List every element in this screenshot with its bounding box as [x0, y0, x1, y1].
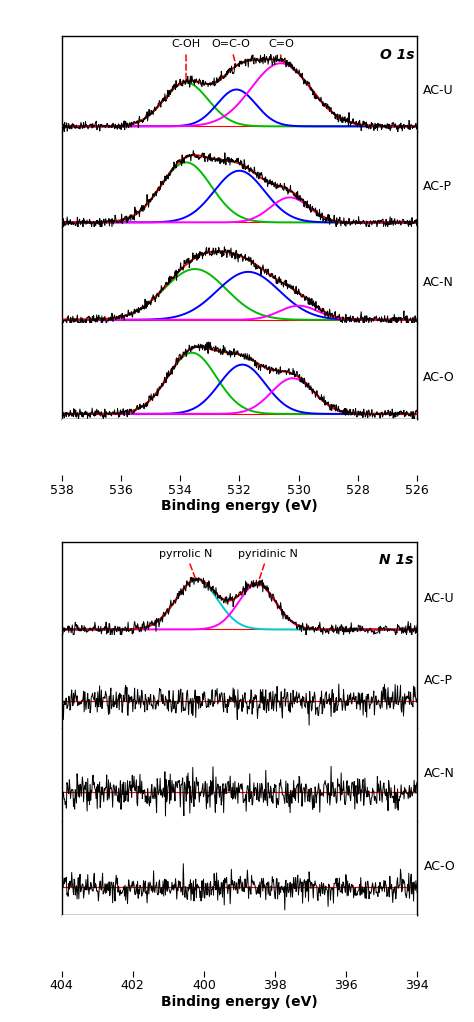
Text: AC-P: AC-P: [423, 180, 452, 192]
Text: C-OH: C-OH: [172, 40, 201, 79]
Text: pyridinic N: pyridinic N: [238, 549, 298, 583]
Text: pyrrolic N: pyrrolic N: [159, 549, 213, 579]
Text: AC-O: AC-O: [423, 371, 455, 384]
Text: O 1s: O 1s: [380, 48, 414, 61]
Text: AC-O: AC-O: [424, 861, 456, 874]
Text: C=O: C=O: [268, 40, 294, 59]
Text: AC-N: AC-N: [423, 276, 454, 289]
Text: AC-N: AC-N: [424, 768, 455, 780]
Text: N 1s: N 1s: [379, 553, 414, 567]
Text: O=C-O: O=C-O: [211, 40, 250, 64]
X-axis label: Binding energy (eV): Binding energy (eV): [161, 995, 318, 1009]
Text: AC-P: AC-P: [424, 673, 453, 687]
Text: AC-U: AC-U: [424, 592, 455, 605]
X-axis label: Binding energy (eV): Binding energy (eV): [161, 500, 318, 513]
Text: AC-U: AC-U: [423, 84, 454, 97]
